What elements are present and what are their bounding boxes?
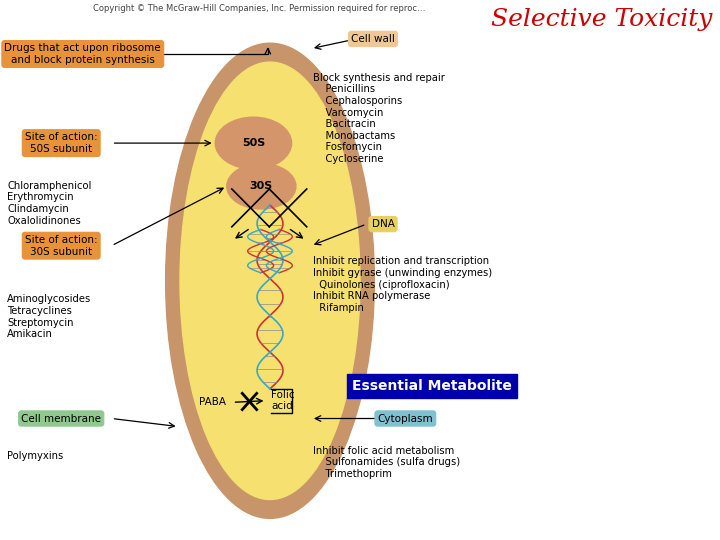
Ellipse shape — [180, 62, 360, 500]
Text: Inhibit folic acid metabolism
    Sulfonamides (sulfa drugs)
    Trimethoprim: Inhibit folic acid metabolism Sulfonamid… — [313, 446, 460, 478]
Text: Selective Toxicity: Selective Toxicity — [492, 8, 713, 31]
Text: Aminoglycosides
Tetracyclines
Streptomycin
Amikacin: Aminoglycosides Tetracyclines Streptomyc… — [7, 294, 91, 339]
Text: Drugs that act upon ribosome
and block protein synthesis: Drugs that act upon ribosome and block p… — [4, 43, 161, 65]
Text: Essential Metabolite: Essential Metabolite — [352, 379, 512, 393]
Text: Site of action:
50S subunit: Site of action: 50S subunit — [25, 132, 97, 154]
Text: Cell membrane: Cell membrane — [21, 414, 102, 423]
Ellipse shape — [227, 164, 296, 209]
Text: PABA: PABA — [199, 397, 226, 407]
Text: 30S: 30S — [250, 181, 273, 191]
Text: Cytoplasm: Cytoplasm — [377, 414, 433, 423]
Ellipse shape — [166, 43, 374, 518]
Text: Inhibit replication and transcription
Inhibit gyrase (unwinding enzymes)
  Quino: Inhibit replication and transcription In… — [313, 256, 492, 313]
Text: Folic
acid: Folic acid — [271, 390, 295, 411]
Text: Cell wall: Cell wall — [351, 34, 395, 44]
Text: 50S: 50S — [242, 138, 265, 148]
Text: Polymyxins: Polymyxins — [7, 451, 63, 461]
Ellipse shape — [215, 117, 292, 169]
Text: Chloramphenicol
Erythromycin
Clindamycin
Oxalolidinones: Chloramphenicol Erythromycin Clindamycin… — [7, 181, 91, 226]
Text: Copyright © The McGraw-Hill Companies, Inc. Permission required for reproc…: Copyright © The McGraw-Hill Companies, I… — [93, 4, 426, 14]
Text: DNA: DNA — [372, 219, 395, 229]
Text: Site of action:
30S subunit: Site of action: 30S subunit — [25, 235, 97, 256]
Text: Block synthesis and repair
    Penicillins
    Cephalosporins
    Varcomycin
   : Block synthesis and repair Penicillins C… — [313, 73, 445, 164]
